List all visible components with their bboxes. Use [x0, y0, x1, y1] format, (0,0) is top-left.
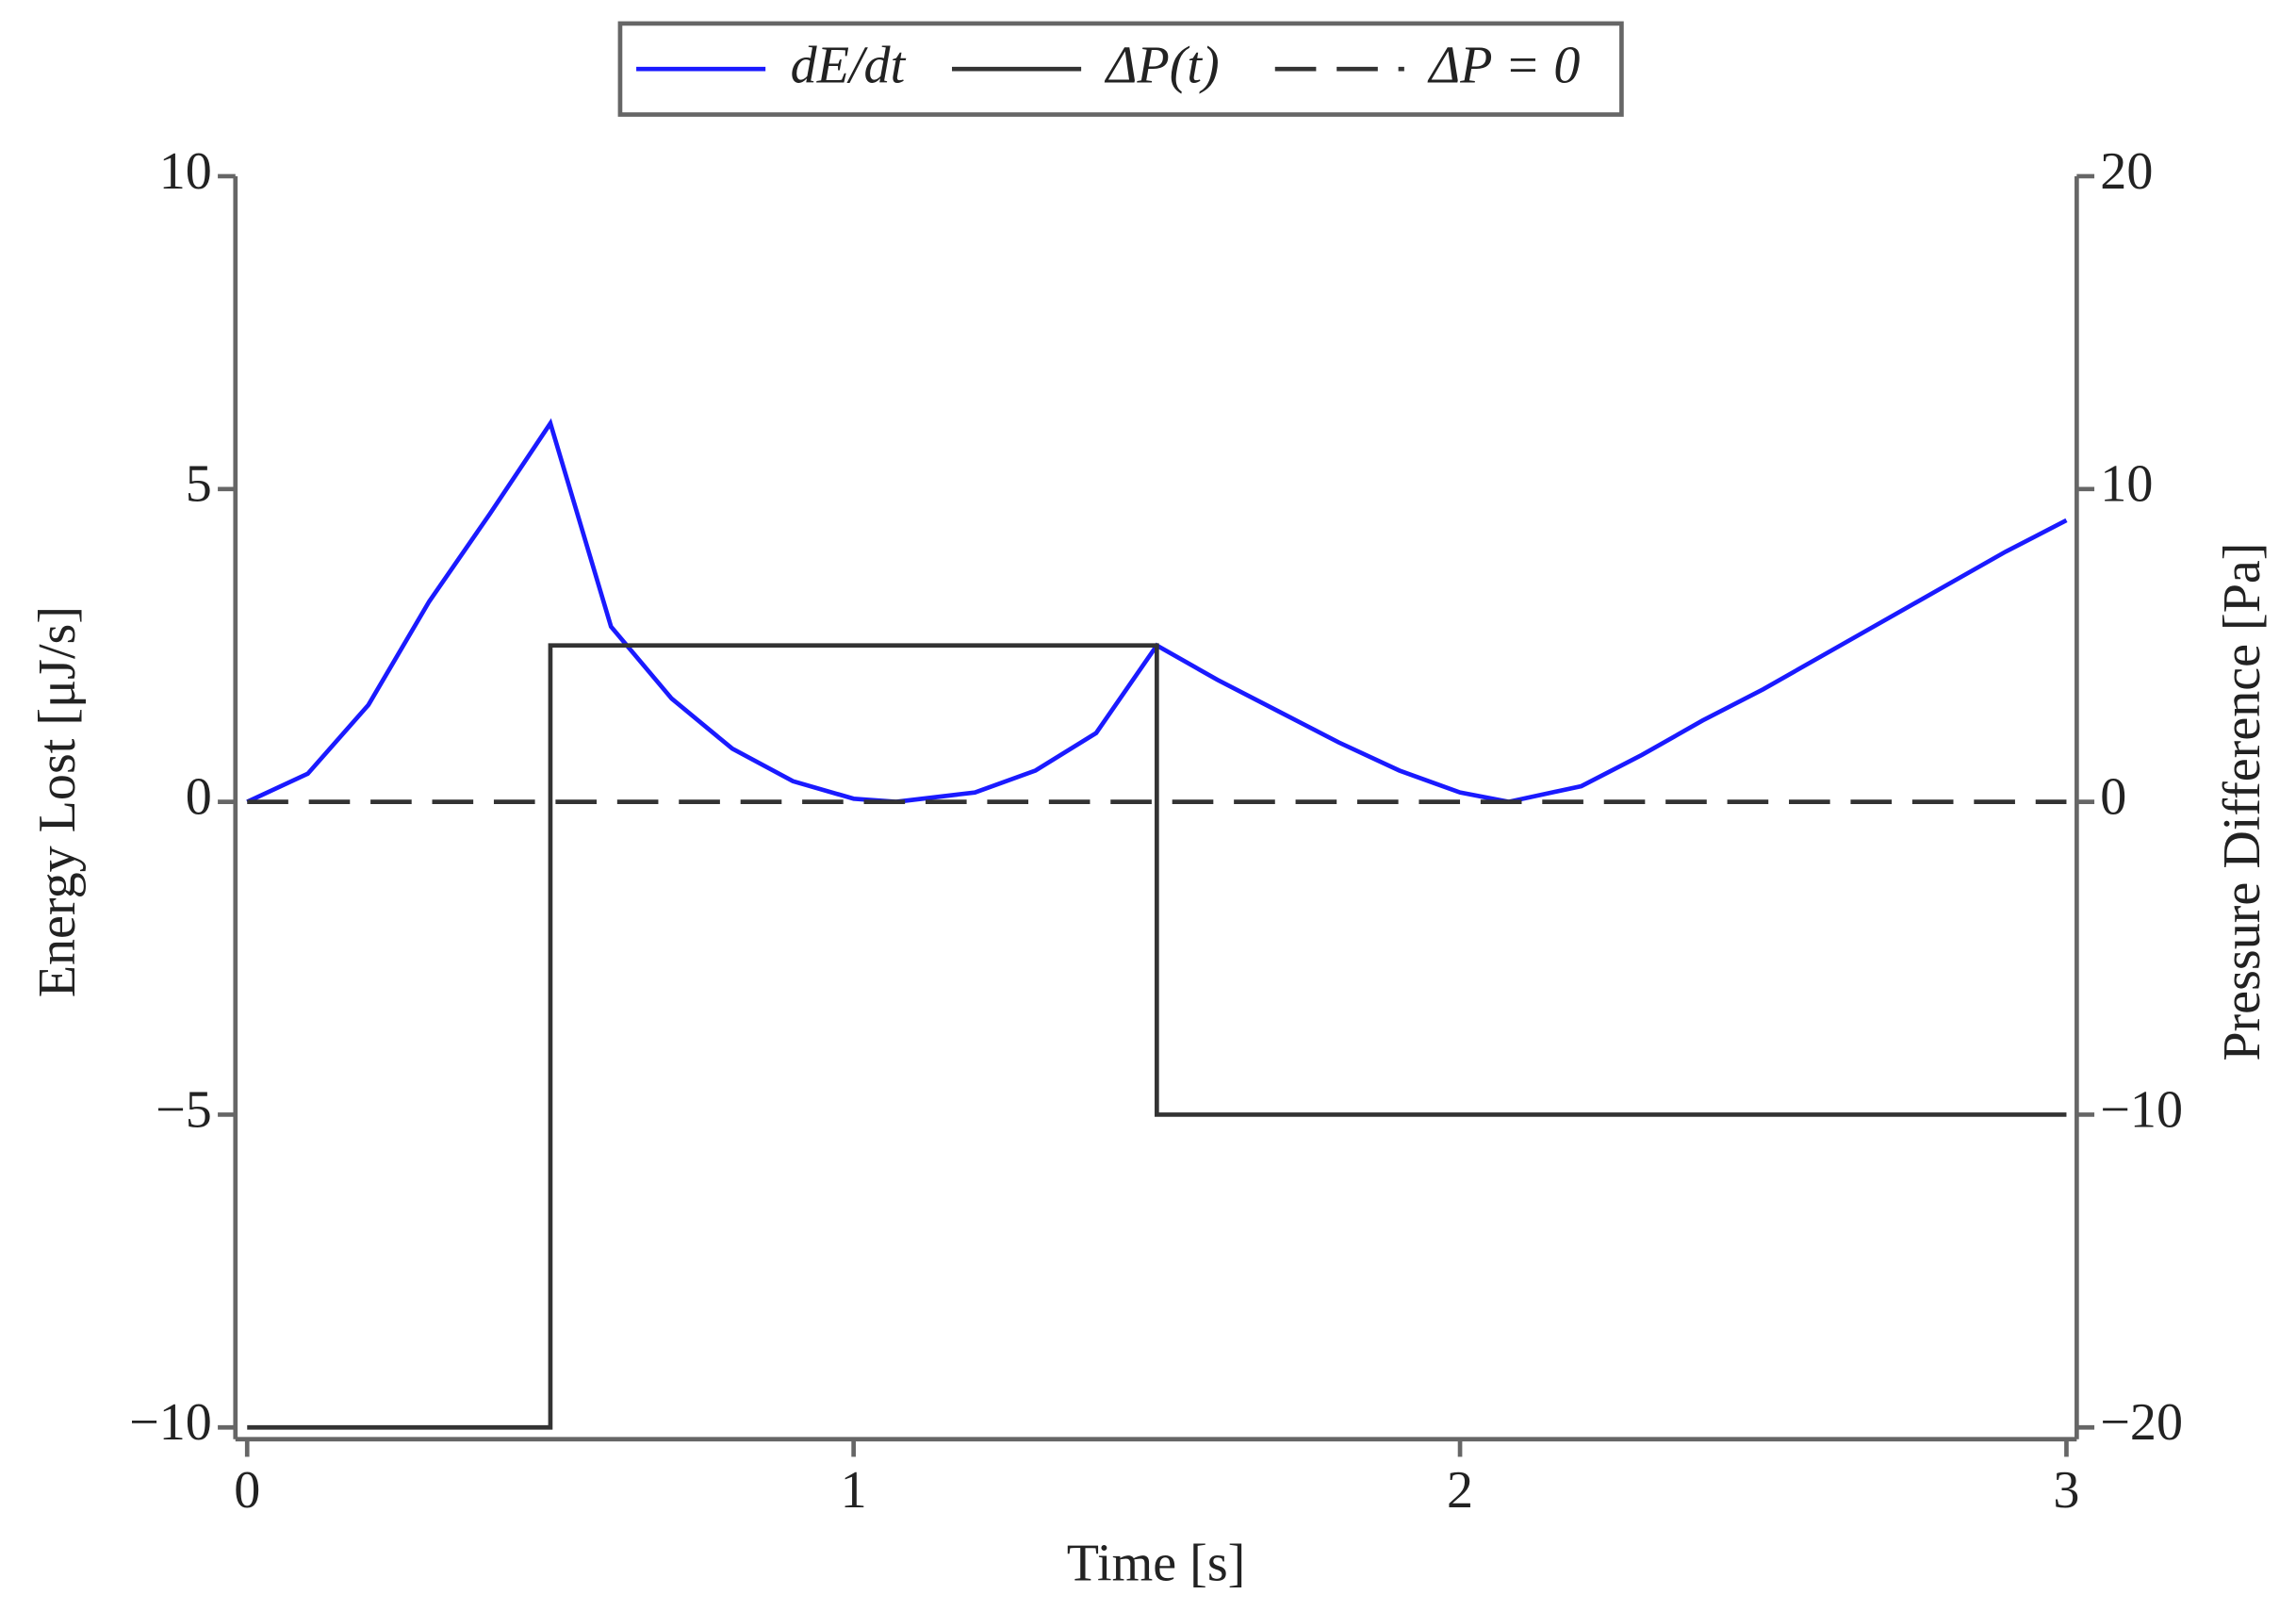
y-tick-label: −5 — [156, 1080, 212, 1139]
y2-tick-label: −10 — [2100, 1080, 2183, 1139]
y-tick-label: −10 — [129, 1393, 212, 1452]
legend-label: ΔP = 0 — [1427, 37, 1580, 95]
y2-axis-label: Pressure Difference [Pa] — [2213, 543, 2271, 1061]
legend-box — [617, 21, 1624, 117]
x-axis-label: Time [s] — [1067, 1535, 1246, 1593]
x-tick-label: 0 — [234, 1461, 260, 1520]
y2-tick-label: −20 — [2100, 1393, 2183, 1452]
legend-label: ΔP(t) — [1105, 37, 1220, 95]
y2-tick-label: 0 — [2100, 767, 2126, 826]
y-tick-label: 0 — [186, 767, 212, 826]
y2-tick-label: 20 — [2100, 142, 2153, 201]
y-tick-label: 5 — [186, 455, 212, 514]
series-line — [247, 643, 2067, 1430]
y-tick-label: 10 — [159, 142, 212, 201]
legend-label: dE/dt — [791, 37, 907, 95]
x-tick-label: 3 — [2053, 1461, 2079, 1520]
y2-tick-label: 10 — [2100, 455, 2153, 514]
y-axis-label: Energy Lost [μJ/s] — [28, 606, 87, 997]
x-tick-label: 2 — [1447, 1461, 1473, 1520]
x-tick-label: 1 — [841, 1461, 867, 1520]
